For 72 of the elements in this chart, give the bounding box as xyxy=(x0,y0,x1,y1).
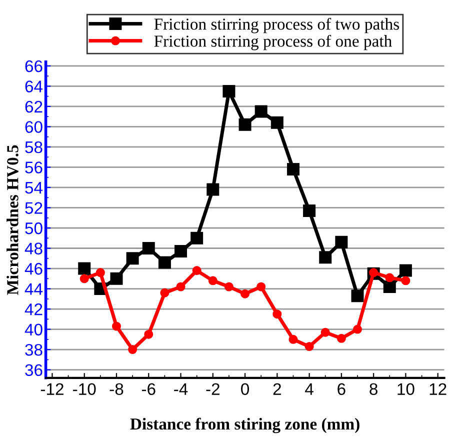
point xyxy=(142,242,155,255)
x-tick-label: -12 xyxy=(40,383,64,395)
point xyxy=(110,272,123,285)
y-tick-label: 58 xyxy=(25,141,42,154)
point xyxy=(238,118,252,131)
x-axis-title: Distance from stiring zone (mm) xyxy=(130,418,360,434)
point xyxy=(190,232,204,244)
x-tick-label: -6 xyxy=(142,383,156,396)
y-tick-label: 60 xyxy=(25,121,42,133)
y-tick-label: 42 xyxy=(24,303,42,316)
point xyxy=(96,268,105,278)
x-tick-label: 8 xyxy=(370,383,378,396)
point xyxy=(126,252,139,265)
x-tick-label: -2 xyxy=(206,383,220,395)
x-tick-label: 0 xyxy=(241,383,250,396)
point xyxy=(288,334,298,344)
point xyxy=(144,330,154,339)
point xyxy=(224,282,234,292)
point xyxy=(335,236,348,248)
y-tick-label: 40 xyxy=(24,324,42,336)
x-tick-label: -8 xyxy=(110,383,124,396)
legend-label: Friction stirring process of two paths xyxy=(154,18,399,34)
y-tick-label: 54 xyxy=(25,182,43,194)
x-tick-label: 2 xyxy=(273,383,281,395)
y-tick-label: 52 xyxy=(25,202,42,214)
point xyxy=(128,345,138,354)
point xyxy=(286,163,300,176)
legend-label: Friction stirring process of one path xyxy=(154,34,392,50)
y-tick-label: 64 xyxy=(25,80,43,92)
x-tick-label: -10 xyxy=(73,383,96,396)
x-tick-label: 6 xyxy=(338,383,346,396)
point xyxy=(208,276,218,286)
point xyxy=(192,266,202,276)
y-tick-label: 36 xyxy=(25,364,42,376)
point xyxy=(174,245,188,258)
point xyxy=(270,116,284,129)
x-tick-label: 4 xyxy=(305,383,314,395)
point xyxy=(176,282,186,292)
point xyxy=(240,289,250,298)
y-tick-label: 56 xyxy=(25,162,42,174)
y-tick-label: 38 xyxy=(25,344,42,356)
point xyxy=(303,204,316,218)
point xyxy=(383,280,396,293)
y-tick-label: 50 xyxy=(25,222,42,234)
point xyxy=(112,322,122,331)
point xyxy=(158,256,171,269)
point xyxy=(272,310,282,319)
x-tick-label: 10 xyxy=(398,383,414,396)
point xyxy=(352,324,362,334)
x-tick-label: -4 xyxy=(174,383,188,395)
point xyxy=(222,85,236,98)
y-tick-label: 48 xyxy=(24,242,42,254)
point xyxy=(401,276,410,286)
y-axis-title: Microhardnes HV0.5 xyxy=(6,145,18,295)
point xyxy=(78,262,91,275)
point xyxy=(351,290,364,302)
y-tick-label: 66 xyxy=(25,60,42,72)
x-tick-label: 12 xyxy=(430,383,446,395)
y-tick-label: 44 xyxy=(24,283,43,295)
point xyxy=(320,328,330,337)
point xyxy=(160,288,170,298)
point xyxy=(385,273,394,282)
point xyxy=(206,183,220,196)
point xyxy=(254,105,268,118)
y-tick-label: 62 xyxy=(25,100,42,113)
point xyxy=(80,274,89,284)
point xyxy=(256,282,266,292)
point xyxy=(399,264,412,277)
point xyxy=(319,251,332,264)
point xyxy=(304,342,314,352)
y-tick-label: 46 xyxy=(24,262,42,275)
point xyxy=(336,334,346,343)
